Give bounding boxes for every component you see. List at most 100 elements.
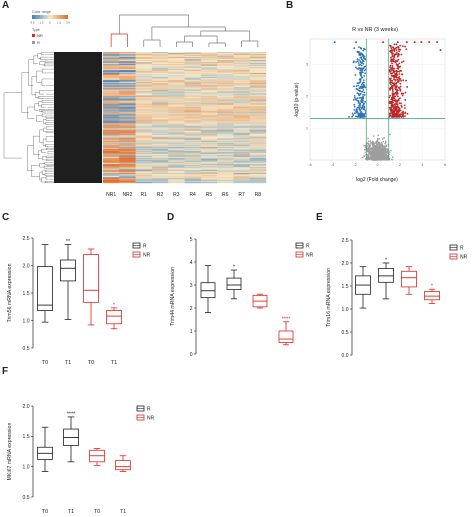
heatmap-cell [233, 55, 250, 57]
heatmap-cell [103, 66, 120, 68]
heatmap-cell [184, 174, 201, 177]
volcano-point-ns [369, 144, 372, 146]
heatmap-cell [200, 174, 218, 177]
heatmap-cell [184, 139, 201, 141]
heatmap-cell [119, 52, 136, 54]
heatmap-cell [217, 130, 234, 132]
volcano-point-up [395, 43, 398, 46]
heatmap-cell [135, 122, 153, 124]
heatmap-cell [119, 140, 136, 142]
box-iqr [60, 259, 76, 282]
heatmap-cell [135, 68, 153, 70]
heatmap-cell [200, 86, 218, 88]
heatmap-cell [200, 130, 218, 132]
heatmap-cell [151, 98, 169, 100]
heatmap-cell [119, 61, 136, 63]
heatmap-cell [151, 174, 169, 177]
box-significance: * [113, 302, 116, 308]
heatmap-cell [200, 97, 218, 99]
heatmap-cell [233, 112, 250, 114]
heatmap-cell [184, 109, 201, 111]
heatmap-cell [119, 125, 136, 127]
heatmap-cell [151, 54, 169, 56]
heatmap-cell [233, 178, 250, 181]
heatmap-cell [217, 172, 234, 175]
volcano-point-up [389, 79, 392, 82]
heatmap-cell [217, 176, 234, 179]
heatmap-cell [184, 148, 201, 150]
heatmap-cell [119, 166, 136, 169]
heatmap-cell [217, 150, 234, 152]
heatmap-cell [184, 146, 201, 148]
volcano-point-ns [368, 146, 371, 149]
heatmap-cell [184, 105, 201, 107]
heatmap-cell [135, 154, 153, 156]
volcano-point-up [393, 110, 396, 113]
volcano-point-ns [367, 157, 370, 159]
heatmap-cell [103, 180, 120, 183]
volcano-point-up [393, 54, 396, 57]
volcano-point-ns [389, 133, 391, 136]
heatmap-cell [249, 120, 267, 122]
heatmap-cell [103, 85, 120, 87]
heatmap-cell [233, 119, 250, 121]
heatmap-cell [249, 88, 267, 90]
heatmap-cell [184, 111, 201, 113]
volcano-point-up [389, 50, 391, 53]
heatmap-cell [135, 114, 153, 116]
heatmap-cell [184, 81, 201, 83]
heatmap-cell [184, 129, 201, 131]
volcano-point-up [405, 48, 408, 51]
heatmap-cell [103, 133, 120, 135]
heatmap-cell [119, 143, 136, 145]
heatmap-cell [200, 157, 218, 160]
heatmap-cell [233, 124, 250, 126]
heatmap-cell [119, 67, 136, 69]
heatmap-cell [168, 110, 185, 112]
heatmap-cell [151, 176, 169, 179]
heatmap-cell [135, 81, 153, 83]
heatmap-cell [168, 171, 185, 174]
heatmap-cell [249, 130, 267, 132]
volcano-point-up [391, 86, 394, 88]
heatmap-cell [233, 97, 250, 99]
heatmap-cell [249, 118, 267, 120]
column-label-r6: R6 [222, 192, 229, 198]
heatmap-cell [233, 123, 250, 125]
heatmap-cell [233, 74, 250, 76]
heatmap-cell [184, 125, 201, 127]
heatmap-cell [168, 76, 185, 78]
volcano-point-down [359, 85, 362, 88]
volcano-point-down [355, 60, 358, 63]
heatmap-cell [184, 110, 201, 112]
heatmap-cell [217, 124, 234, 126]
heatmap-cell [103, 119, 120, 121]
heatmap-cell [151, 145, 169, 147]
heatmap-cell [249, 62, 267, 64]
heatmap-cell [217, 86, 234, 88]
heatmap-cell [151, 75, 169, 77]
heatmap-cell [233, 107, 250, 109]
volcano-point-ns [381, 138, 384, 140]
volcano-point-up [392, 46, 394, 49]
heatmap-cell [119, 75, 136, 77]
volcano-point-up [400, 79, 403, 82]
heatmap-cell [249, 157, 267, 160]
volcano-point-down [360, 111, 363, 113]
heatmap-cell [249, 107, 267, 109]
volcano-point-top [428, 41, 431, 44]
heatmap-cell [119, 85, 136, 87]
heatmap-cell [249, 125, 267, 127]
heatmap-cell [249, 152, 267, 154]
heatmap-cell [168, 134, 185, 136]
heatmap-cell [151, 112, 169, 114]
heatmap-cell [151, 95, 169, 97]
heatmap-cell [184, 62, 201, 64]
heatmap-cell [217, 167, 234, 170]
volcano-point-up [391, 62, 393, 65]
volcano-point-up [403, 104, 406, 107]
heatmap-cell [233, 167, 250, 170]
heatmap-cell [103, 130, 120, 132]
heatmap-cell [184, 155, 201, 157]
heatmap-cell [168, 156, 185, 159]
